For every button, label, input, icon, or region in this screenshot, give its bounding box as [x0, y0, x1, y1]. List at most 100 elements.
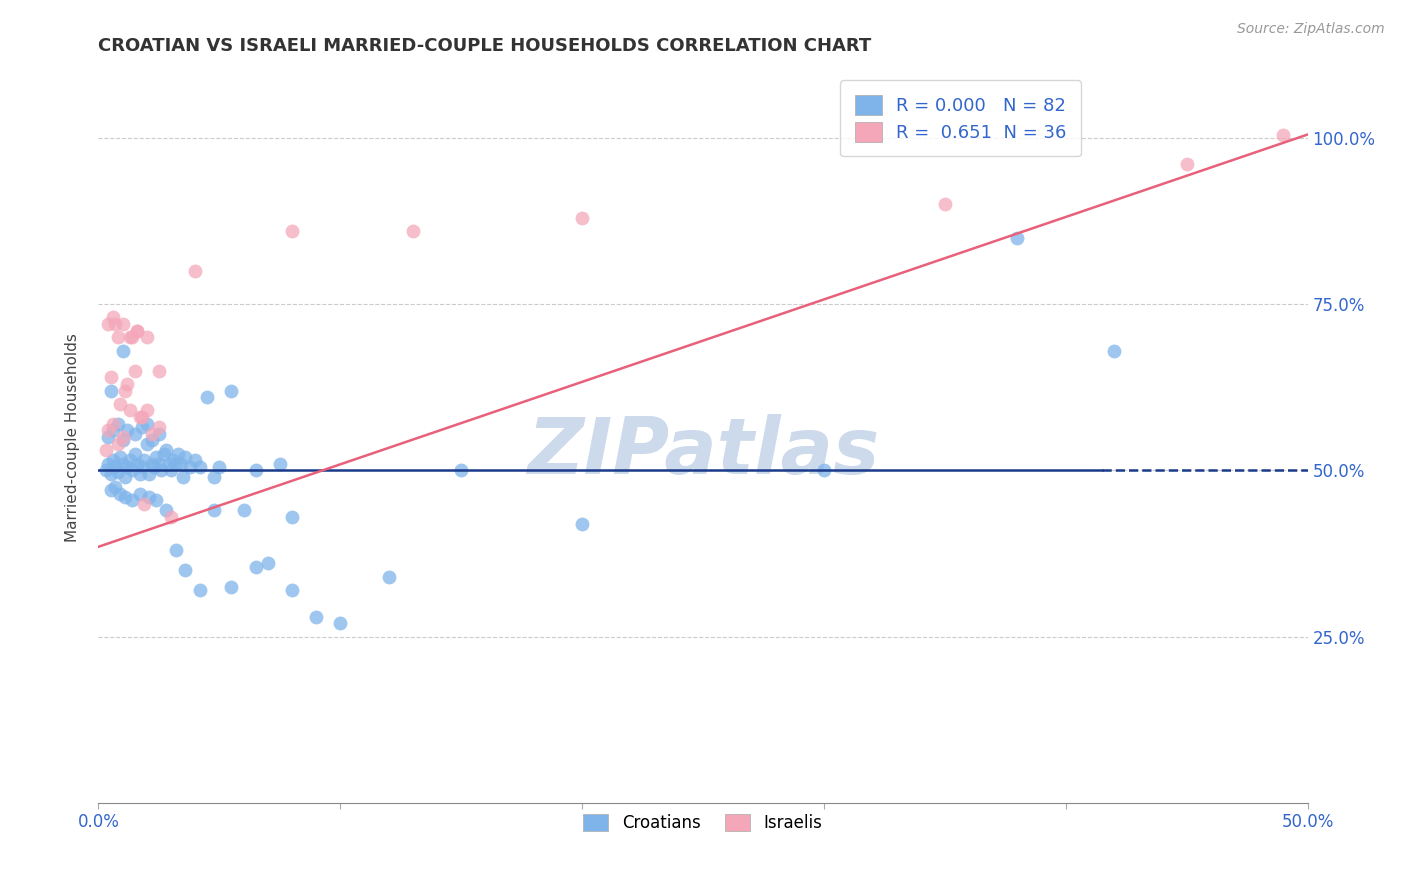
Point — [281, 509, 304, 524]
Point — [101, 453, 124, 467]
Point — [118, 403, 141, 417]
Point — [281, 224, 304, 238]
Point — [107, 436, 129, 450]
Point — [571, 211, 593, 225]
Point — [108, 397, 131, 411]
Point — [188, 460, 211, 475]
Point — [94, 443, 117, 458]
Point — [104, 317, 127, 331]
Point — [1175, 157, 1198, 171]
Point — [131, 420, 153, 434]
Point — [160, 463, 183, 477]
Point — [121, 463, 143, 477]
Point — [124, 447, 146, 461]
Point — [97, 457, 120, 471]
Point — [160, 509, 183, 524]
Point — [111, 457, 134, 471]
Point — [167, 447, 190, 461]
Point — [118, 453, 141, 467]
Point — [127, 324, 149, 338]
Point — [135, 417, 157, 431]
Point — [934, 197, 956, 211]
Point — [402, 224, 425, 238]
Point — [232, 503, 254, 517]
Point — [143, 460, 166, 475]
Point — [121, 493, 143, 508]
Point — [184, 264, 207, 278]
Point — [100, 483, 122, 498]
Y-axis label: Married-couple Households: Married-couple Households — [65, 333, 80, 541]
Point — [101, 417, 124, 431]
Point — [101, 310, 124, 325]
Point — [188, 582, 211, 597]
Point — [111, 317, 134, 331]
Point — [107, 330, 129, 344]
Point — [162, 453, 184, 467]
Text: CROATIAN VS ISRAELI MARRIED-COUPLE HOUSEHOLDS CORRELATION CHART: CROATIAN VS ISRAELI MARRIED-COUPLE HOUSE… — [98, 37, 872, 54]
Point — [150, 463, 173, 477]
Point — [97, 430, 120, 444]
Point — [94, 463, 117, 477]
Point — [127, 457, 149, 471]
Point — [179, 460, 201, 475]
Point — [221, 580, 243, 594]
Point — [155, 443, 177, 458]
Point — [172, 470, 194, 484]
Point — [148, 363, 170, 377]
Point — [114, 470, 136, 484]
Point — [148, 426, 170, 441]
Text: ZIPatlas: ZIPatlas — [527, 414, 879, 490]
Point — [135, 330, 157, 344]
Point — [245, 463, 267, 477]
Point — [148, 457, 170, 471]
Point — [134, 497, 156, 511]
Point — [169, 457, 191, 471]
Point — [157, 457, 180, 471]
Point — [128, 467, 150, 481]
Point — [148, 420, 170, 434]
Point — [141, 457, 163, 471]
Point — [195, 390, 218, 404]
Point — [141, 434, 163, 448]
Point — [100, 467, 122, 481]
Point — [145, 450, 167, 464]
Point — [97, 317, 120, 331]
Point — [117, 460, 139, 475]
Point — [138, 490, 160, 504]
Point — [111, 430, 134, 444]
Point — [208, 460, 231, 475]
Point — [165, 543, 187, 558]
Point — [134, 453, 156, 467]
Point — [128, 410, 150, 425]
Point — [107, 417, 129, 431]
Point — [135, 403, 157, 417]
Point — [108, 450, 131, 464]
Point — [97, 424, 120, 438]
Point — [152, 447, 174, 461]
Point — [184, 453, 207, 467]
Point — [107, 465, 129, 479]
Point — [124, 426, 146, 441]
Point — [305, 609, 328, 624]
Point — [100, 384, 122, 398]
Point — [141, 426, 163, 441]
Point — [571, 516, 593, 531]
Point — [813, 463, 835, 477]
Point — [256, 557, 278, 571]
Point — [100, 370, 122, 384]
Point — [138, 467, 160, 481]
Point — [121, 330, 143, 344]
Point — [108, 486, 131, 500]
Text: Source: ZipAtlas.com: Source: ZipAtlas.com — [1237, 22, 1385, 37]
Point — [174, 563, 197, 577]
Point — [114, 384, 136, 398]
Point — [329, 616, 352, 631]
Point — [124, 363, 146, 377]
Point — [104, 460, 127, 475]
Point — [118, 330, 141, 344]
Point — [1007, 230, 1029, 244]
Point — [155, 503, 177, 517]
Point — [204, 470, 226, 484]
Point — [1102, 343, 1125, 358]
Point — [269, 457, 291, 471]
